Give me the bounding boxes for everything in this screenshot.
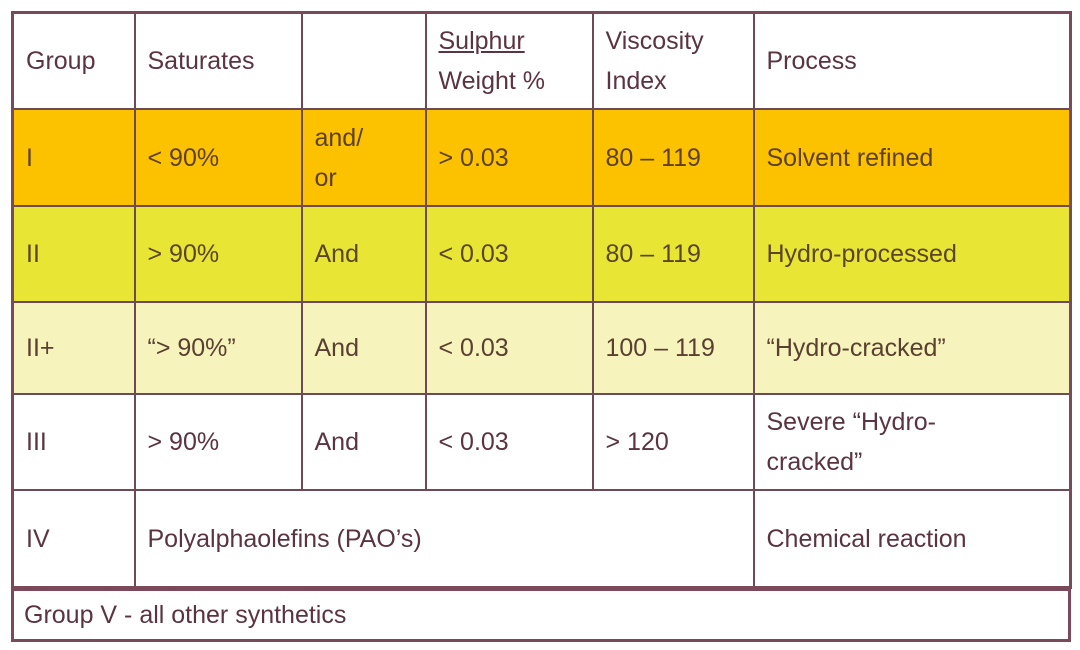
header-viscosity-line2: Index — [605, 67, 667, 95]
header-sulphur-line2: Weight % — [438, 67, 546, 95]
group-v-text: Group V - all other synthetics — [24, 601, 347, 629]
group-v-footer: Group V - all other synthetics — [11, 588, 1071, 642]
conj-line1: and/ — [314, 123, 364, 152]
cell-sulphur: < 0.03 — [424, 205, 594, 303]
cell-conjunction: and/or — [300, 108, 427, 207]
cell-saturates: > 90% — [133, 205, 303, 303]
header-viscosity: Viscosity Index — [591, 11, 755, 110]
cell-group: II+ — [11, 301, 136, 395]
cell-process: Chemical reaction — [752, 489, 1072, 589]
table-row: III > 90% And < 0.03 > 120 Severe “Hydro… — [11, 393, 1072, 491]
process-line2: cracked” — [766, 448, 863, 476]
table-row: II > 90% And < 0.03 80 – 119 Hydro-proce… — [11, 205, 1072, 303]
header-saturates: Saturates — [133, 11, 303, 110]
header-sulphur: Sulphur Weight % — [424, 11, 594, 110]
cell-sulphur: < 0.03 — [424, 393, 594, 491]
header-viscosity-line1: Viscosity — [605, 27, 704, 55]
header-group: Group — [11, 11, 136, 110]
table-row: IV Polyalphaolefins (PAO’s) Chemical rea… — [11, 489, 1072, 589]
cell-conjunction: And — [300, 393, 427, 491]
cell-process: Severe “Hydro-cracked” — [752, 393, 1072, 491]
cell-group: I — [11, 108, 136, 207]
header-process: Process — [752, 11, 1072, 110]
cell-viscosity: 80 – 119 — [591, 108, 755, 207]
conj-line2: or — [314, 163, 337, 192]
cell-viscosity: > 120 — [591, 393, 755, 491]
header-conjunction — [300, 11, 427, 110]
cell-conjunction: And — [300, 205, 427, 303]
cell-saturates: “> 90%” — [133, 301, 303, 395]
cell-sulphur: > 0.03 — [424, 108, 594, 207]
cell-description: Polyalphaolefins (PAO’s) — [133, 489, 755, 589]
table-row: I < 90% and/or > 0.03 80 – 119 Solvent r… — [11, 108, 1072, 207]
table-row: II+ “> 90%” And < 0.03 100 – 119 “Hydro-… — [11, 301, 1072, 395]
cell-group: IV — [11, 489, 136, 589]
cell-sulphur: < 0.03 — [424, 301, 594, 395]
header-sulphur-line1: Sulphur — [438, 27, 525, 55]
cell-saturates: < 90% — [133, 108, 303, 207]
process-line1: Severe “Hydro- — [766, 408, 937, 436]
cell-viscosity: 100 – 119 — [591, 301, 755, 395]
cell-process: Solvent refined — [752, 108, 1072, 207]
header-row: Group Saturates Sulphur Weight % Viscosit… — [11, 11, 1072, 110]
cell-process: Hydro-processed — [752, 205, 1072, 303]
cell-group: III — [11, 393, 136, 491]
base-oil-groups-table: Group Saturates Sulphur Weight % Viscosit… — [11, 11, 1072, 589]
cell-saturates: > 90% — [133, 393, 303, 491]
cell-group: II — [11, 205, 136, 303]
cell-conjunction: And — [300, 301, 427, 395]
cell-process: “Hydro-cracked” — [752, 301, 1072, 395]
cell-viscosity: 80 – 119 — [591, 205, 755, 303]
